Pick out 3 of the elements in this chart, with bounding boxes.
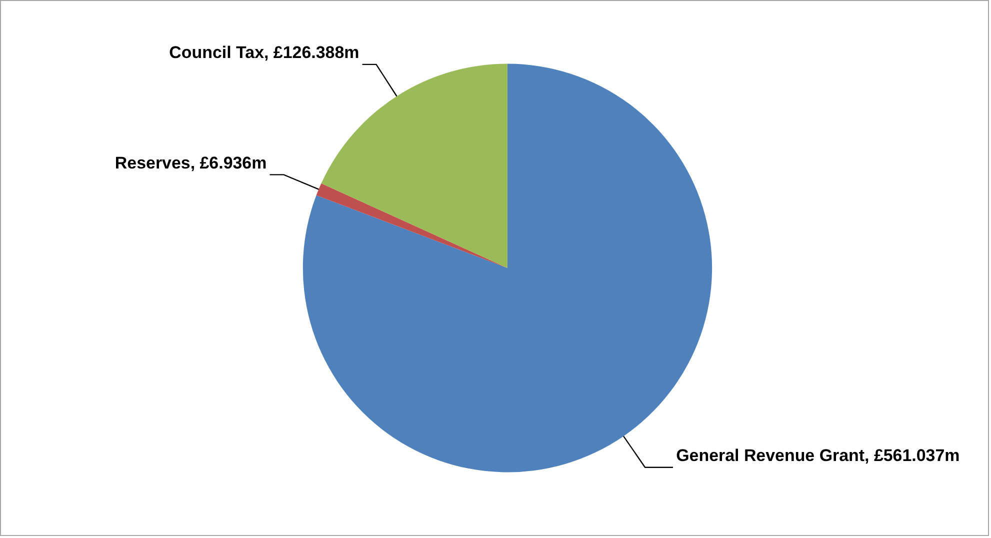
slice-label: Reserves, £6.936m (114, 153, 267, 172)
slice-label: General Revenue Grant, £561.037m (676, 446, 960, 466)
slice-label: Council Tax, £126.388m (169, 43, 360, 62)
